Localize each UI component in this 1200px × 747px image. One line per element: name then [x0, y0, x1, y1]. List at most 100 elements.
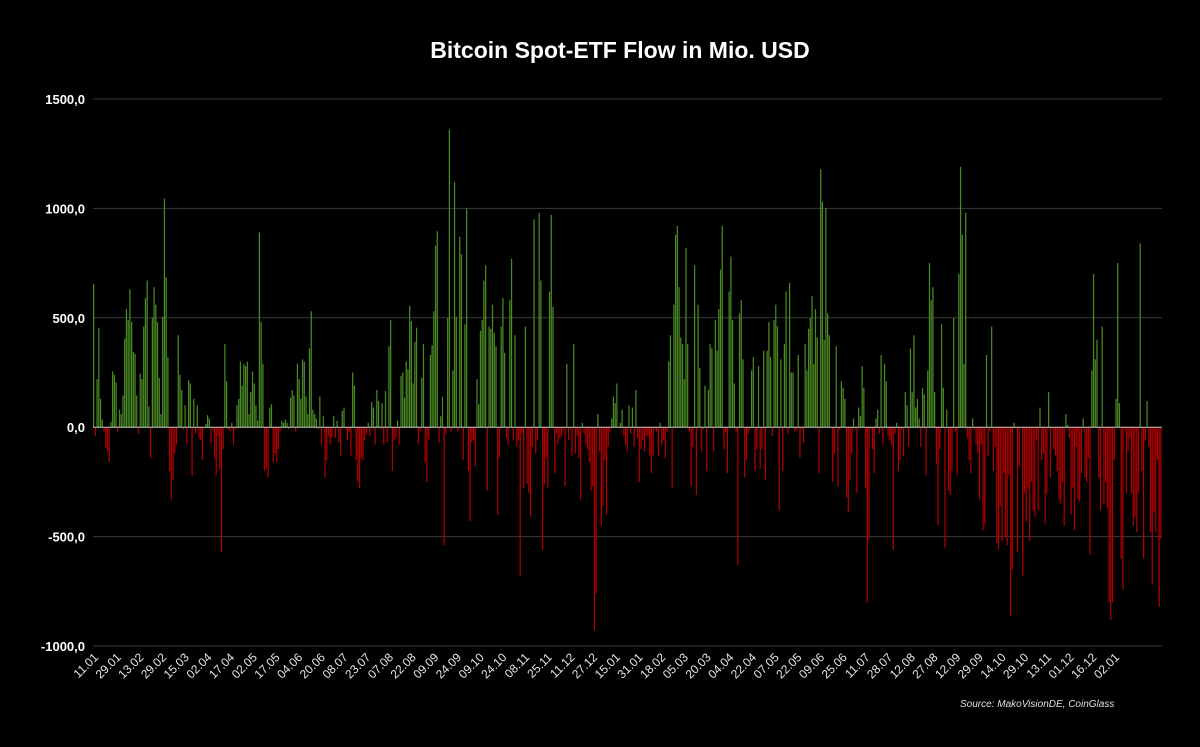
bar: [750, 370, 753, 428]
bar: [281, 420, 283, 428]
bar: [224, 344, 226, 428]
bar: [771, 427, 773, 436]
bar: [334, 427, 337, 439]
bar: [792, 372, 794, 428]
bar: [118, 409, 121, 428]
bar: [946, 409, 948, 428]
bar: [927, 370, 929, 428]
bar: [992, 427, 994, 471]
bar: [656, 427, 658, 432]
bar: [1101, 326, 1103, 428]
bar: [994, 427, 996, 447]
y-tick-label: -1000,0: [41, 639, 85, 654]
x-tick-label: 02.01: [1091, 650, 1122, 681]
bar: [170, 427, 172, 500]
bar: [396, 420, 399, 428]
x-axis-ticks: 11.0129.0113.0229.0215.0302.0417.0402.05…: [71, 650, 1123, 681]
bar: [1091, 370, 1093, 428]
bar: [189, 383, 191, 428]
bar: [343, 407, 345, 428]
bar: [516, 427, 518, 447]
bar: [402, 372, 404, 428]
bar: [403, 397, 406, 428]
bar: [807, 328, 810, 428]
bar: [393, 427, 395, 441]
bar: [1032, 427, 1034, 511]
bar: [712, 427, 715, 452]
bar: [400, 375, 402, 428]
bar: [863, 387, 865, 428]
bar: [428, 427, 430, 440]
bar: [839, 427, 841, 430]
bar: [234, 427, 236, 430]
bar: [652, 427, 654, 456]
bar: [172, 427, 174, 480]
bar: [688, 427, 691, 432]
bar: [649, 427, 651, 456]
bar: [982, 427, 984, 531]
bar: [1139, 243, 1141, 428]
bar: [231, 422, 233, 428]
bar: [845, 427, 848, 498]
bar: [448, 129, 450, 428]
bar: [728, 291, 730, 428]
bar: [609, 427, 611, 432]
bar: [664, 427, 666, 458]
bar: [1151, 427, 1153, 585]
bar: [830, 427, 832, 429]
bar: [1132, 427, 1134, 526]
bar: [714, 319, 716, 428]
bar: [978, 427, 981, 500]
bar: [662, 427, 665, 441]
bar: [759, 427, 761, 469]
bar: [146, 280, 148, 428]
bar: [474, 427, 476, 467]
bar: [307, 414, 309, 428]
bar: [248, 414, 250, 428]
bar: [745, 427, 748, 461]
bar: [353, 385, 356, 428]
bar: [892, 427, 894, 550]
bar: [968, 427, 970, 461]
bar: [405, 361, 407, 428]
bar: [1134, 427, 1136, 517]
bar: [250, 392, 252, 428]
bar: [246, 361, 248, 428]
bar: [415, 327, 418, 428]
bar: [1125, 427, 1127, 493]
bar: [631, 407, 634, 428]
bar: [507, 427, 509, 445]
bar: [856, 427, 858, 493]
bar: [156, 322, 159, 428]
x-tick-label: 24.10: [478, 650, 509, 681]
bar: [866, 427, 868, 603]
bar: [630, 427, 632, 434]
bar: [1054, 427, 1057, 456]
bar: [1072, 427, 1074, 489]
bar: [167, 357, 169, 428]
bar: [277, 427, 280, 450]
bar: [241, 385, 243, 428]
bar: [756, 427, 758, 450]
bar: [531, 427, 533, 447]
bar: [814, 309, 817, 428]
bar: [852, 418, 855, 428]
bar: [840, 381, 843, 428]
bar: [201, 427, 204, 461]
bar: [1141, 427, 1143, 471]
bar: [599, 427, 601, 452]
bar: [1003, 427, 1005, 474]
bar: [528, 427, 530, 493]
bar: [308, 348, 311, 428]
bar: [155, 304, 157, 428]
bar: [552, 306, 554, 428]
bar: [725, 427, 727, 433]
bar: [369, 427, 371, 436]
bar: [524, 326, 526, 428]
bar: [184, 405, 186, 428]
bar: [851, 427, 853, 454]
bar: [935, 427, 938, 465]
bar: [1006, 427, 1008, 546]
bar: [928, 263, 931, 428]
bar: [362, 427, 364, 461]
